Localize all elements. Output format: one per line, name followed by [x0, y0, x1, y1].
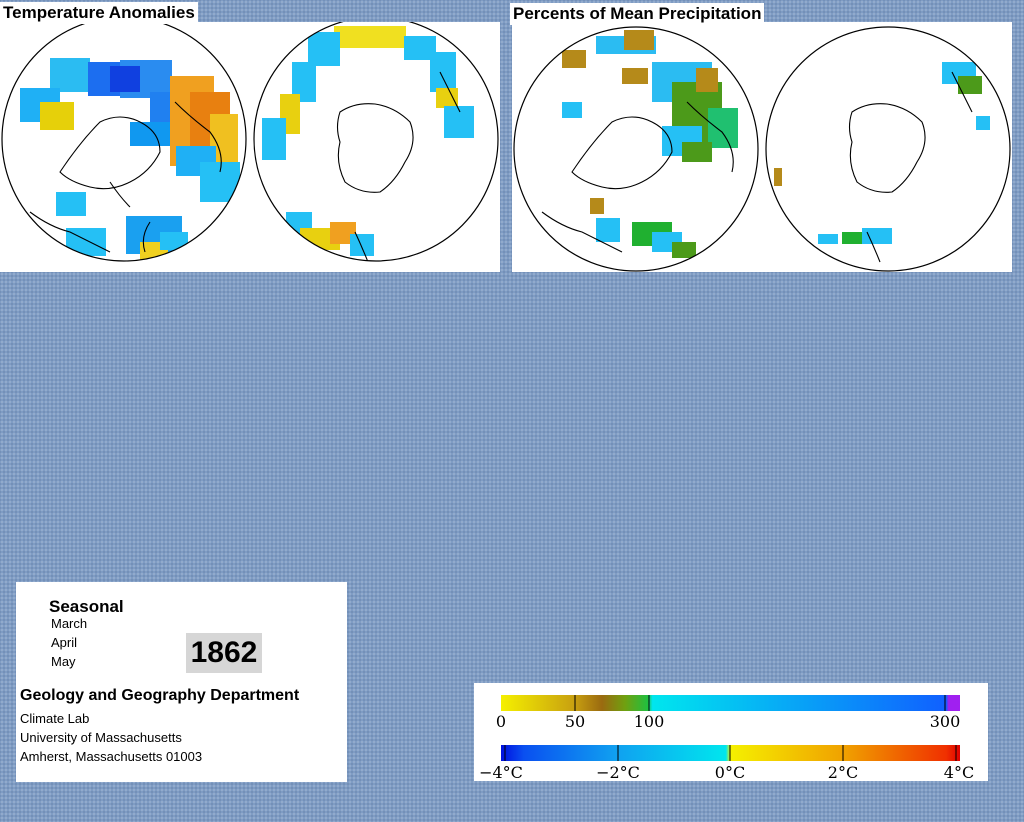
temperature-south-hemisphere — [262, 26, 474, 261]
precip-tick-300: 300 — [930, 712, 961, 731]
year-display: 1862 — [186, 633, 262, 673]
precipitation-color-bar — [501, 695, 960, 711]
month-3: May — [51, 654, 76, 669]
precipitation-maps — [513, 26, 1011, 272]
temp-tick-minus-4: −4°C — [479, 763, 523, 781]
precipitation-north-globe-outline — [513, 26, 759, 272]
season-title: Seasonal — [49, 597, 124, 616]
university-name: University of Massachusetts — [20, 730, 182, 745]
address: Amherst, Massachusetts 01003 — [20, 749, 203, 764]
temp-tick-2: 2°C — [828, 763, 858, 781]
info-box: Seasonal March April May 1862 Geology an… — [16, 582, 347, 782]
precipitation-north-hemisphere — [541, 30, 738, 258]
temperature-north-globe-outline — [1, 22, 247, 262]
lab-name: Climate Lab — [20, 711, 90, 726]
precipitation-south-globe-outline — [765, 26, 1011, 272]
temp-tick-0: 0°C — [715, 763, 745, 781]
color-scales-legend: 0 50 100 300 −4°C −2°C 0°C 2°C 4°C — [474, 683, 988, 781]
temperature-north-hemisphere — [20, 58, 240, 261]
month-1: March — [51, 616, 88, 631]
precip-tick-100: 100 — [634, 712, 665, 731]
month-2: April — [51, 635, 78, 650]
temp-tick-minus-2: −2°C — [596, 763, 640, 781]
precipitation-south-hemisphere — [774, 62, 990, 263]
precip-tick-50: 50 — [565, 712, 585, 731]
temperature-title: Temperature Anomalies — [0, 2, 198, 24]
temperature-maps — [1, 22, 499, 262]
temperature-anomalies-panel — [0, 22, 500, 272]
precipitation-panel — [512, 22, 1012, 272]
precip-tick-0: 0 — [496, 712, 506, 731]
precipitation-title: Percents of Mean Precipitation — [510, 3, 765, 25]
temperature-south-globe-outline — [253, 22, 499, 262]
department-name: Geology and Geography Department — [20, 687, 300, 704]
temp-tick-4: 4°C — [944, 763, 974, 781]
